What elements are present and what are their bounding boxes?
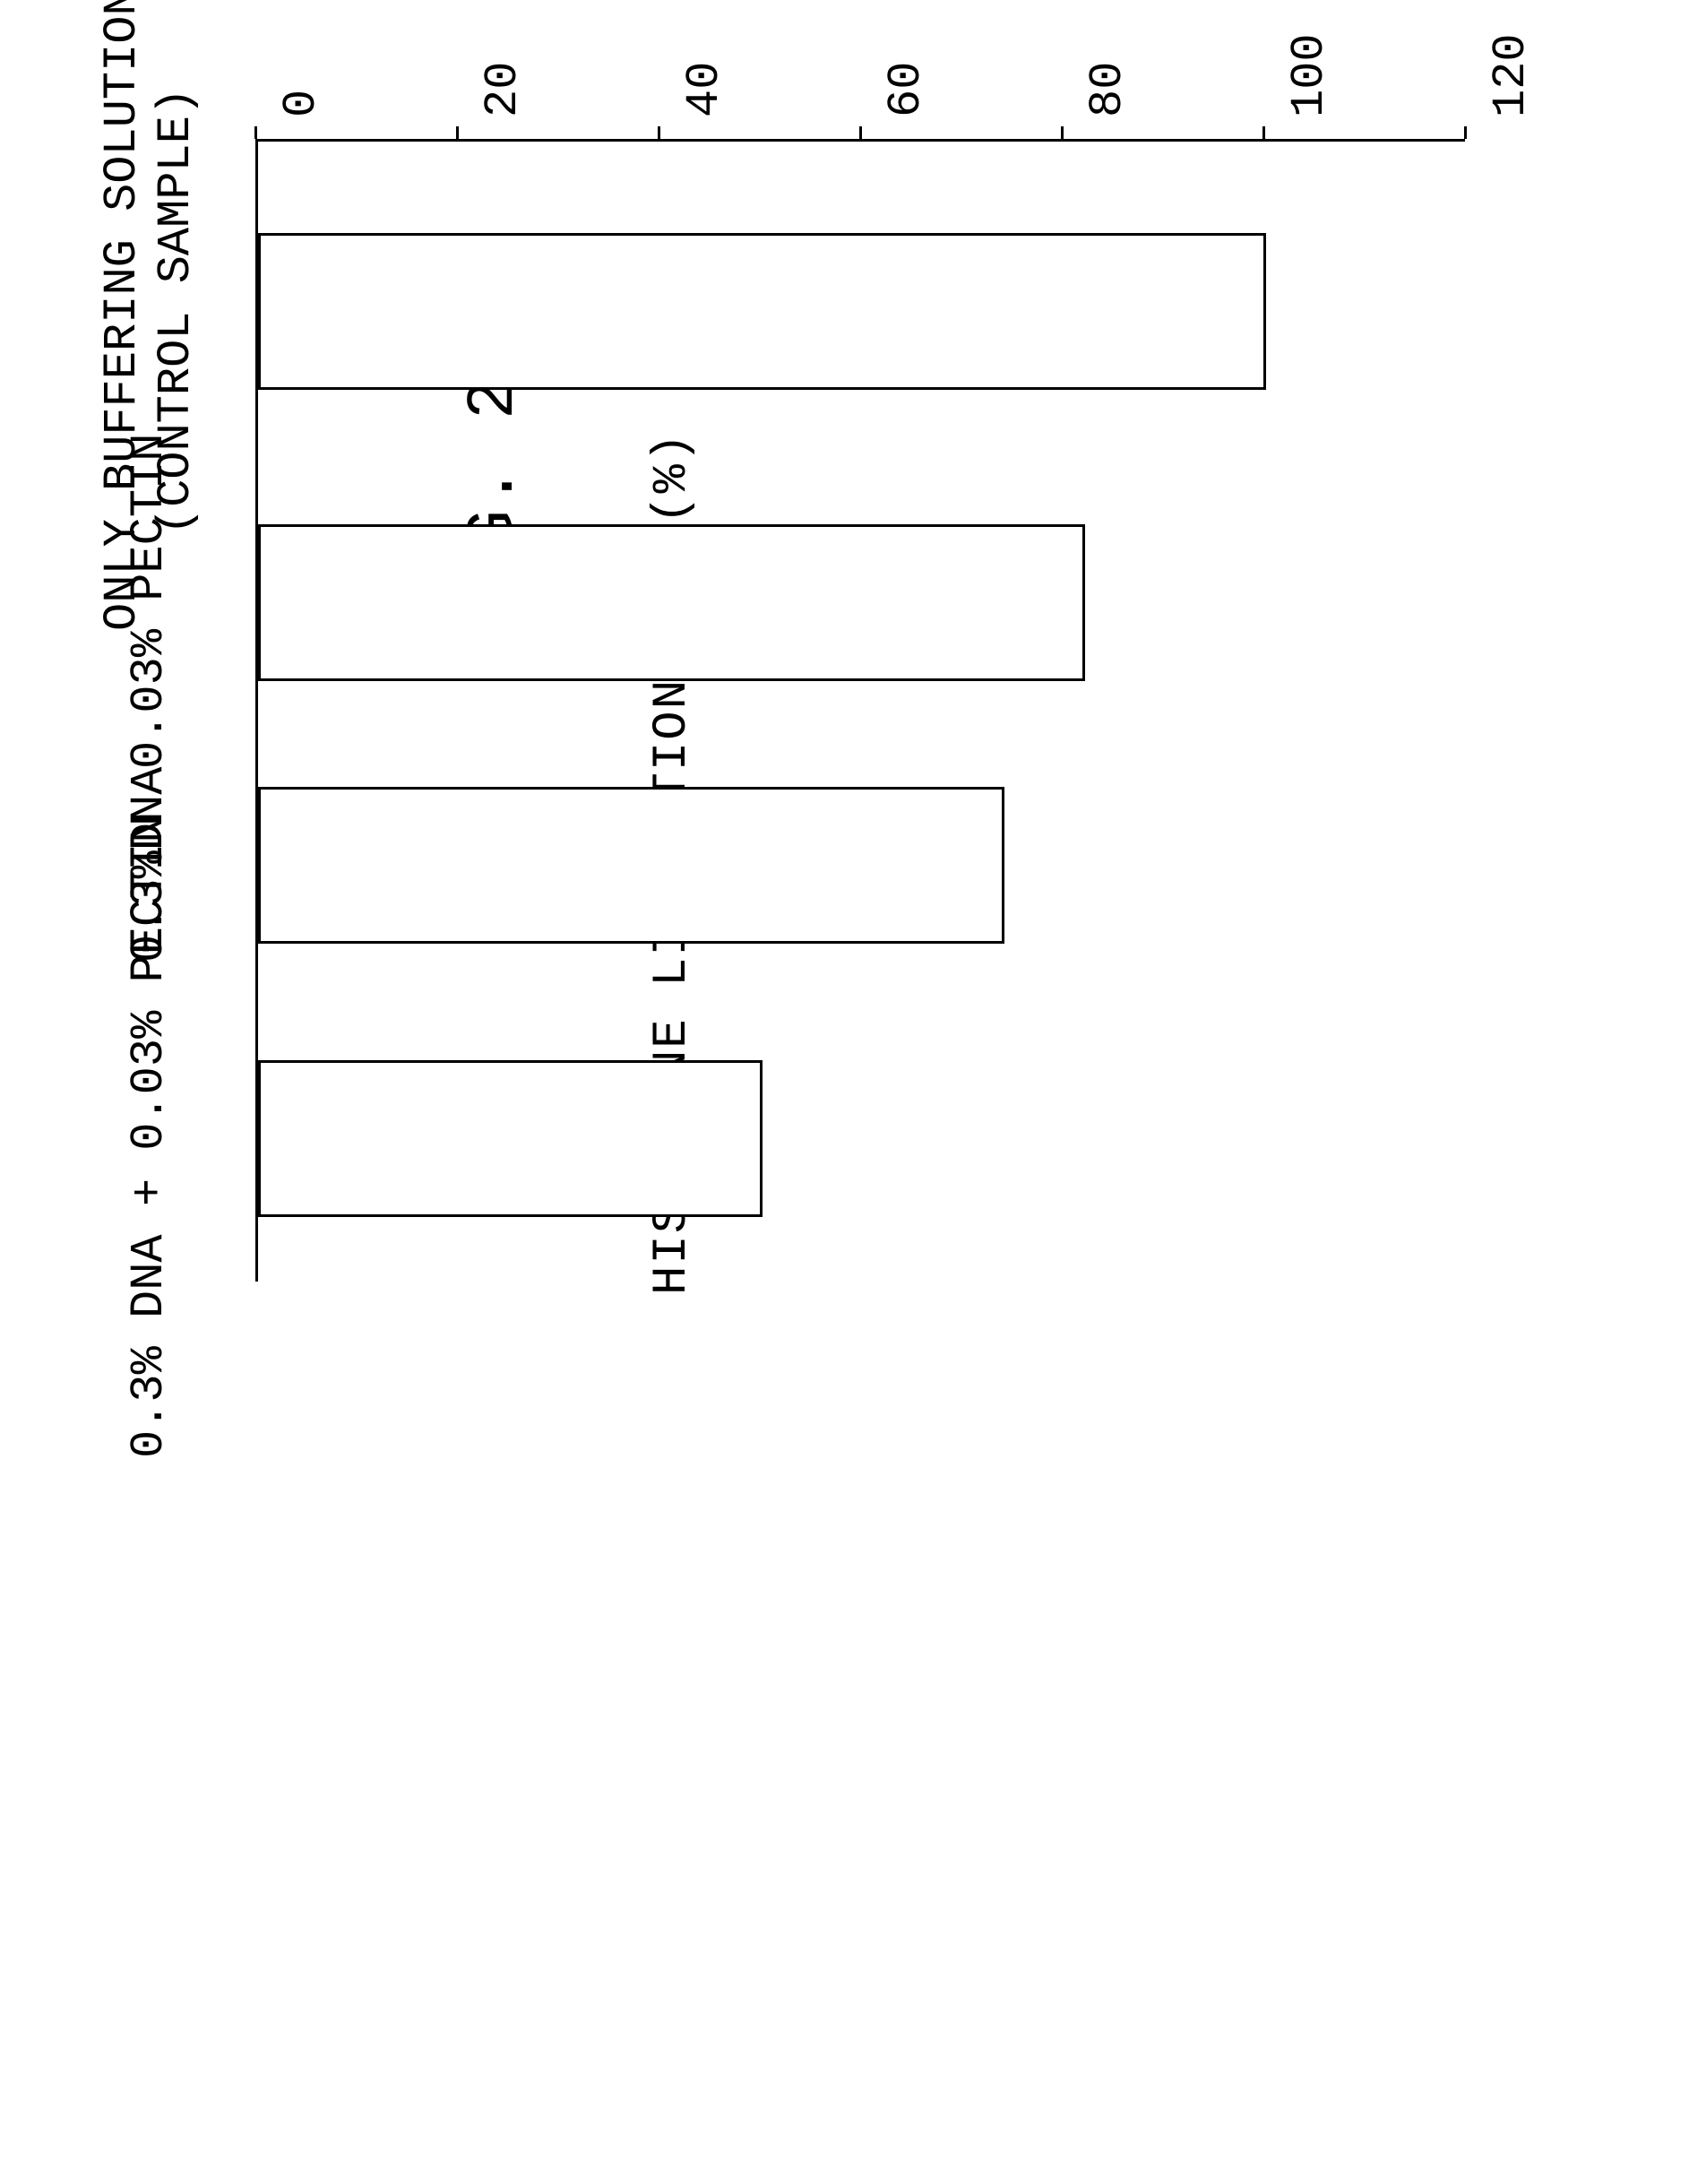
x-tick-mark	[254, 126, 257, 139]
x-tick-label: 60	[880, 62, 933, 117]
x-tick-mark	[1464, 126, 1467, 139]
category-label: 0.03% PECTIN	[123, 436, 177, 769]
chart-area: 020406080100120ONLY BUFFERING SOLUTION(C…	[712, 108, 1689, 2184]
bar	[258, 787, 1004, 944]
x-tick-label: 20	[477, 62, 530, 117]
page: FIG. 2 HISTAMINE LIBERATION RATE(%) 0204…	[0, 0, 1689, 2184]
x-tick-mark	[456, 126, 459, 139]
x-tick-label-anchor: 100	[1283, 33, 1336, 117]
x-tick-label: 100	[1283, 33, 1336, 117]
category-label-anchor: 0.3% DNA + 0.03% PECTIN	[130, 819, 184, 1458]
x-tick-label-anchor: 60	[880, 62, 933, 117]
x-tick-mark	[1262, 126, 1265, 139]
x-tick-label: 80	[1081, 62, 1134, 117]
x-tick-label-anchor: 20	[477, 62, 530, 117]
x-tick-mark	[859, 126, 862, 139]
x-axis	[255, 139, 1465, 142]
x-tick-mark	[658, 126, 660, 139]
x-tick-label: 0	[275, 90, 328, 117]
x-tick-label-anchor: 40	[678, 62, 731, 117]
x-tick-label-anchor: 80	[1081, 62, 1134, 117]
x-tick-label: 40	[678, 62, 731, 117]
bar	[258, 1060, 763, 1217]
x-tick-mark	[1061, 126, 1064, 139]
bar	[258, 233, 1266, 390]
x-tick-label-anchor: 0	[275, 90, 328, 117]
category-label: 0.3% DNA + 0.03% PECTIN	[123, 819, 177, 1458]
bar	[258, 524, 1085, 681]
x-tick-label: 120	[1485, 33, 1538, 117]
x-tick-label-anchor: 120	[1485, 33, 1538, 117]
category-label-anchor: 0.03% PECTIN	[130, 436, 184, 769]
